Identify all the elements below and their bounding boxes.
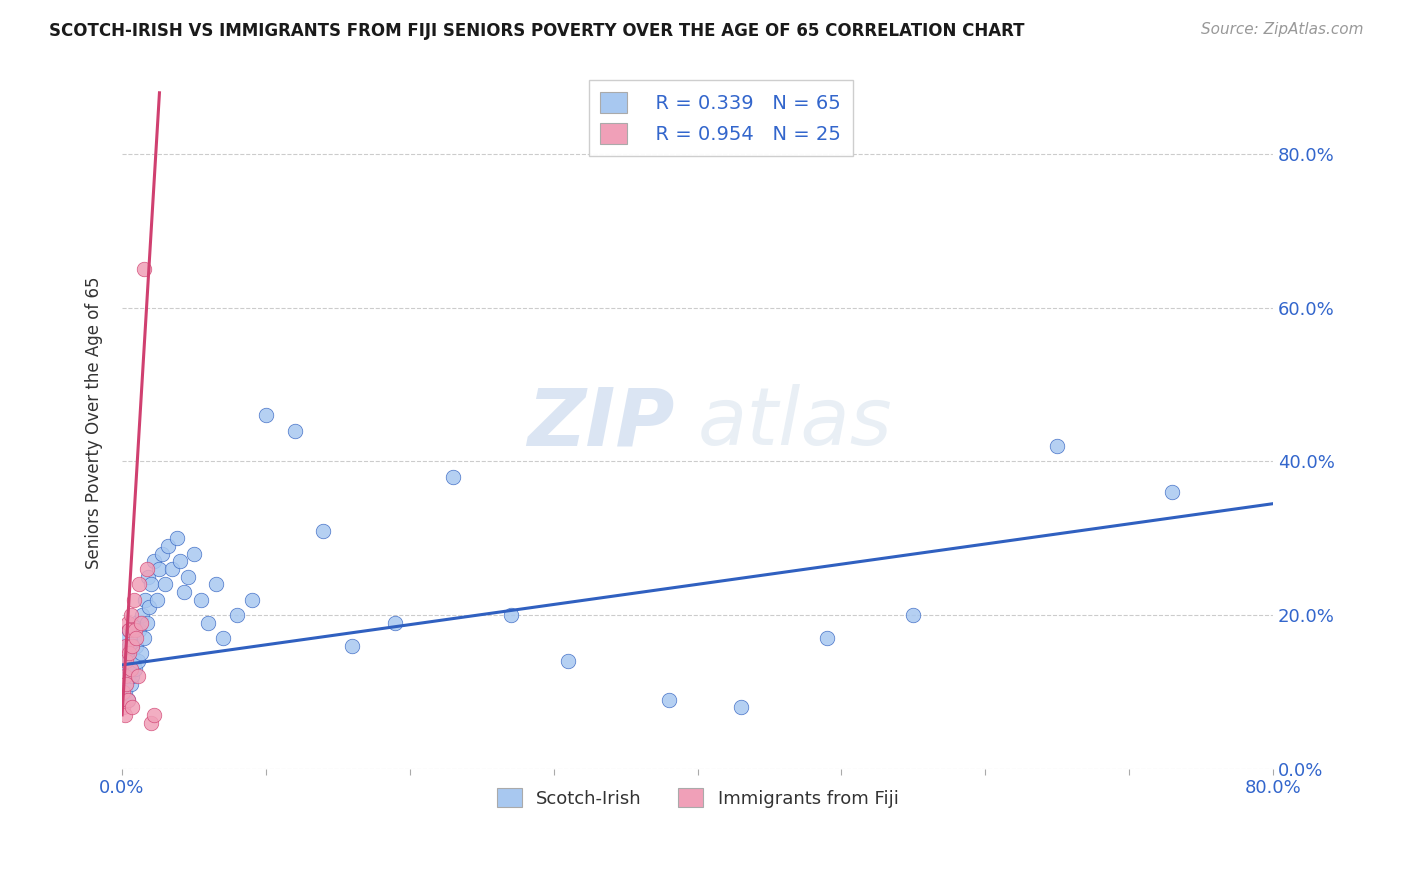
Point [120,608,142,623]
Point [1161,485,1184,500]
Point [204,577,226,591]
Point [115,654,138,668]
Text: SCOTCH-IRISH VS IMMIGRANTS FROM FIJI SENIORS POVERTY OVER THE AGE OF 65 CORRELAT: SCOTCH-IRISH VS IMMIGRANTS FROM FIJI SEN… [49,22,1025,40]
Point [148,562,170,576]
Point [117,647,139,661]
Point [312,524,335,538]
Point [118,647,141,661]
Point [658,692,681,706]
Point [115,662,138,676]
Point [125,631,148,645]
Point [177,569,200,583]
Point [118,624,141,638]
Point [226,608,249,623]
Point [125,615,148,630]
Point [134,592,156,607]
Text: Source: ZipAtlas.com: Source: ZipAtlas.com [1201,22,1364,37]
Point [127,654,149,668]
Point [114,639,136,653]
Point [112,700,135,714]
Point [117,692,139,706]
Point [122,631,145,645]
Point [730,700,752,714]
Point [128,577,150,591]
Point [121,669,143,683]
Point [115,677,138,691]
Point [142,554,165,568]
Point [138,600,160,615]
Point [124,662,146,676]
Point [115,677,138,691]
Point [136,569,159,583]
Point [115,631,138,645]
Point [135,615,157,630]
Point [131,608,153,623]
Point [166,531,188,545]
Point [139,715,162,730]
Point [112,685,135,699]
Point [155,577,177,591]
Point [129,615,152,630]
Point [150,547,173,561]
Point [190,592,212,607]
Point [122,592,145,607]
Point [125,639,148,653]
Point [384,615,406,630]
Point [114,654,136,668]
Point [284,424,307,438]
Text: ZIP: ZIP [527,384,675,462]
Point [145,592,167,607]
Point [127,669,149,683]
Point [139,577,162,591]
Point [142,707,165,722]
Point [903,608,925,623]
Point [129,647,152,661]
Point [169,554,191,568]
Point [342,639,364,653]
Point [124,624,146,638]
Point [815,631,838,645]
Y-axis label: Seniors Poverty Over the Age of 65: Seniors Poverty Over the Age of 65 [86,277,103,569]
Point [122,654,145,668]
Point [254,409,277,423]
Point [112,669,135,683]
Point [118,639,141,653]
Point [128,624,150,638]
Point [183,547,205,561]
Point [117,669,139,683]
Point [121,639,143,653]
Point [117,692,139,706]
Point [499,608,522,623]
Point [162,562,184,576]
Point [118,624,141,638]
Point [240,592,263,607]
Point [112,647,135,661]
Point [197,615,219,630]
Legend: Scotch-Irish, Immigrants from Fiji: Scotch-Irish, Immigrants from Fiji [489,780,905,815]
Point [211,631,233,645]
Point [120,662,142,676]
Point [120,677,142,691]
Point [114,707,136,722]
Point [135,562,157,576]
Point [118,654,141,668]
Point [132,262,155,277]
Point [1046,439,1069,453]
Point [121,647,143,661]
Point [120,662,142,676]
Point [441,470,464,484]
Point [114,669,136,683]
Point [121,700,143,714]
Point [114,685,136,699]
Point [117,615,139,630]
Point [115,639,138,653]
Point [173,585,195,599]
Text: atlas: atlas [697,384,893,462]
Point [132,631,155,645]
Point [557,654,579,668]
Point [157,539,180,553]
